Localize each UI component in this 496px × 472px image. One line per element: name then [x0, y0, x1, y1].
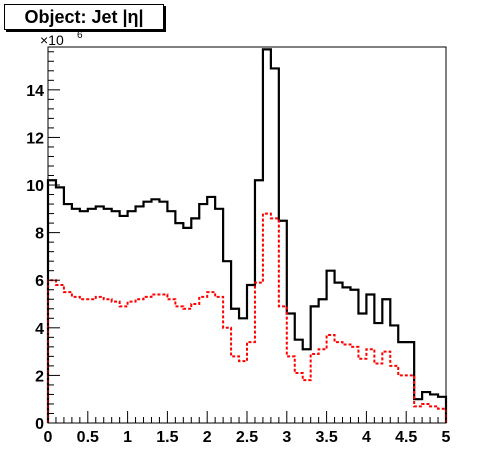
x-tick-label: 3.5	[315, 429, 337, 446]
y-tick-label: 4	[35, 321, 44, 338]
y-tick-label: 8	[35, 226, 44, 243]
series-layer	[46, 48, 448, 423]
y-axis: 0 2 4 6 8 10 12 14	[26, 51, 60, 433]
y-tick-label: 12	[26, 130, 44, 147]
chart-title: Object: Jet |η|	[4, 4, 164, 30]
x-tick-label: 1	[123, 429, 132, 446]
x-tick-label: 0.5	[77, 429, 99, 446]
y-multiplier-exponent: 6	[77, 30, 83, 41]
x-tick-label: 2.5	[236, 429, 258, 446]
x-tick-label: 4.5	[395, 429, 417, 446]
series-dashed-line	[47, 212, 447, 423]
x-axis: 0 0.5 1 1.5 2 2.5 3 3.5 4 4.5 5	[44, 411, 451, 446]
x-tick-label: 5	[442, 429, 451, 446]
y-multiplier: ×10 6	[40, 30, 83, 48]
y-tick-label: 10	[26, 178, 44, 195]
x-tick-label: 3	[282, 429, 291, 446]
y-tick-label: 6	[35, 273, 44, 290]
y-multiplier-base: ×10	[40, 32, 64, 48]
x-tick-label: 2	[203, 429, 212, 446]
x-tick-label: 1.5	[156, 429, 178, 446]
y-tick-label: 14	[26, 83, 44, 100]
plot-area	[48, 47, 446, 423]
x-tick-label: 4	[362, 429, 371, 446]
x-tick-label: 0	[44, 429, 53, 446]
y-tick-label: 2	[35, 368, 44, 385]
y-tick-label: 0	[35, 416, 44, 433]
series-solid-line	[46, 48, 448, 423]
